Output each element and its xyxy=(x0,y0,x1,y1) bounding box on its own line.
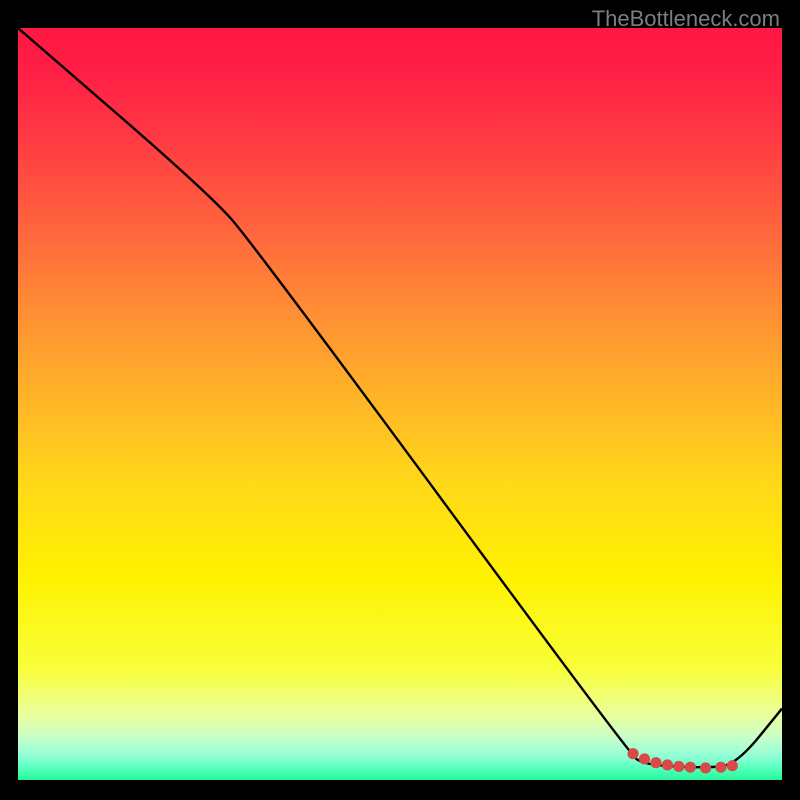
marker-dot xyxy=(700,762,711,773)
marker-dot xyxy=(662,759,673,770)
marker-dot xyxy=(627,748,638,759)
watermark-text: TheBottleneck.com xyxy=(592,6,780,32)
chart-plot xyxy=(18,28,782,780)
curve-layer xyxy=(18,28,782,780)
marker-dot xyxy=(685,762,696,773)
sweet-spot-markers xyxy=(627,748,738,773)
marker-dot xyxy=(639,753,650,764)
bottleneck-curve xyxy=(18,28,782,767)
marker-dot xyxy=(727,760,738,771)
marker-dot xyxy=(715,762,726,773)
marker-dot xyxy=(650,757,661,768)
marker-dot xyxy=(673,761,684,772)
